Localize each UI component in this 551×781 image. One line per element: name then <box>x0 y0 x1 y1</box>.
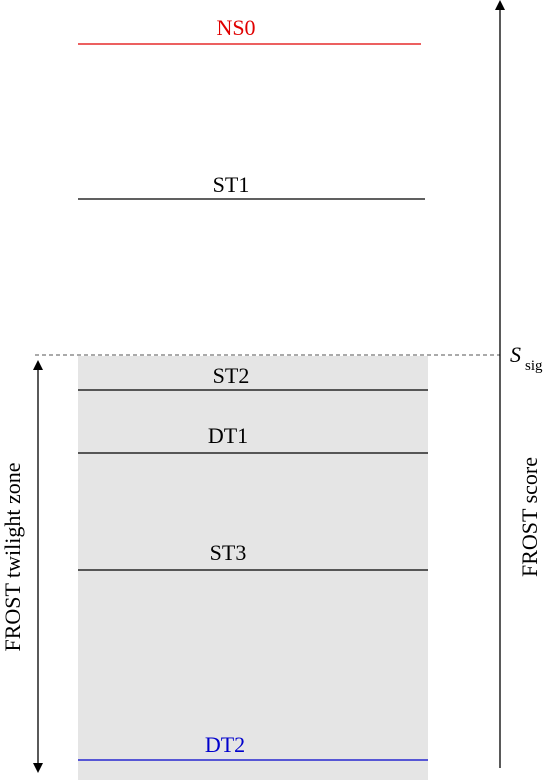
level-st2: ST2 <box>78 363 428 391</box>
level-st3: ST3 <box>78 540 428 571</box>
twilight-zone-label: FROST twilight zone <box>0 462 25 651</box>
threshold-label: S sig <box>510 342 543 374</box>
level-dt2: DT2 <box>78 732 428 761</box>
level-ns0-label: NS0 <box>216 15 255 40</box>
level-ns0: NS0 <box>78 15 421 45</box>
level-st1: ST1 <box>78 172 425 200</box>
threshold-subscript: sig <box>525 358 543 374</box>
level-st1-label: ST1 <box>213 172 250 197</box>
level-dt2-label: DT2 <box>205 732 245 757</box>
level-st2-label: ST2 <box>213 363 250 388</box>
level-dt1: DT1 <box>78 423 428 454</box>
score-axis-label: FROST score <box>517 457 542 577</box>
level-st3-label: ST3 <box>210 540 247 565</box>
twilight-zone-region <box>78 356 428 780</box>
threshold-symbol: S <box>510 342 521 367</box>
level-dt1-label: DT1 <box>208 423 248 448</box>
